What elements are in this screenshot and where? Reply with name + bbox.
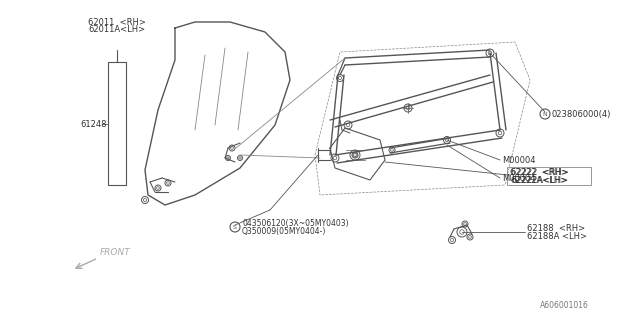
Text: 62222A<LH>: 62222A<LH> (510, 175, 567, 185)
Text: 61248: 61248 (80, 119, 106, 129)
Text: S: S (233, 225, 237, 229)
Text: 62222  <RH>: 62222 <RH> (510, 167, 568, 177)
Text: FRONT: FRONT (100, 248, 131, 257)
Text: Q350009(05MY0404-): Q350009(05MY0404-) (242, 227, 326, 236)
Text: N: N (543, 111, 547, 116)
Text: 62188A <LH>: 62188A <LH> (527, 231, 587, 241)
Text: 62222A<LH>: 62222A<LH> (511, 175, 568, 185)
Text: 043506120(3X~05MY0403): 043506120(3X~05MY0403) (242, 219, 349, 228)
Text: M00004: M00004 (502, 173, 536, 182)
Text: 62188  <RH>: 62188 <RH> (527, 223, 585, 233)
Text: M00004: M00004 (502, 156, 536, 164)
Text: A606001016: A606001016 (540, 301, 589, 310)
Text: 62011  <RH>: 62011 <RH> (88, 18, 146, 27)
Text: 023806000(4): 023806000(4) (552, 109, 611, 118)
Text: 62011A<LH>: 62011A<LH> (88, 25, 145, 34)
FancyBboxPatch shape (507, 167, 591, 185)
Text: 62222  <RH>: 62222 <RH> (511, 167, 569, 177)
